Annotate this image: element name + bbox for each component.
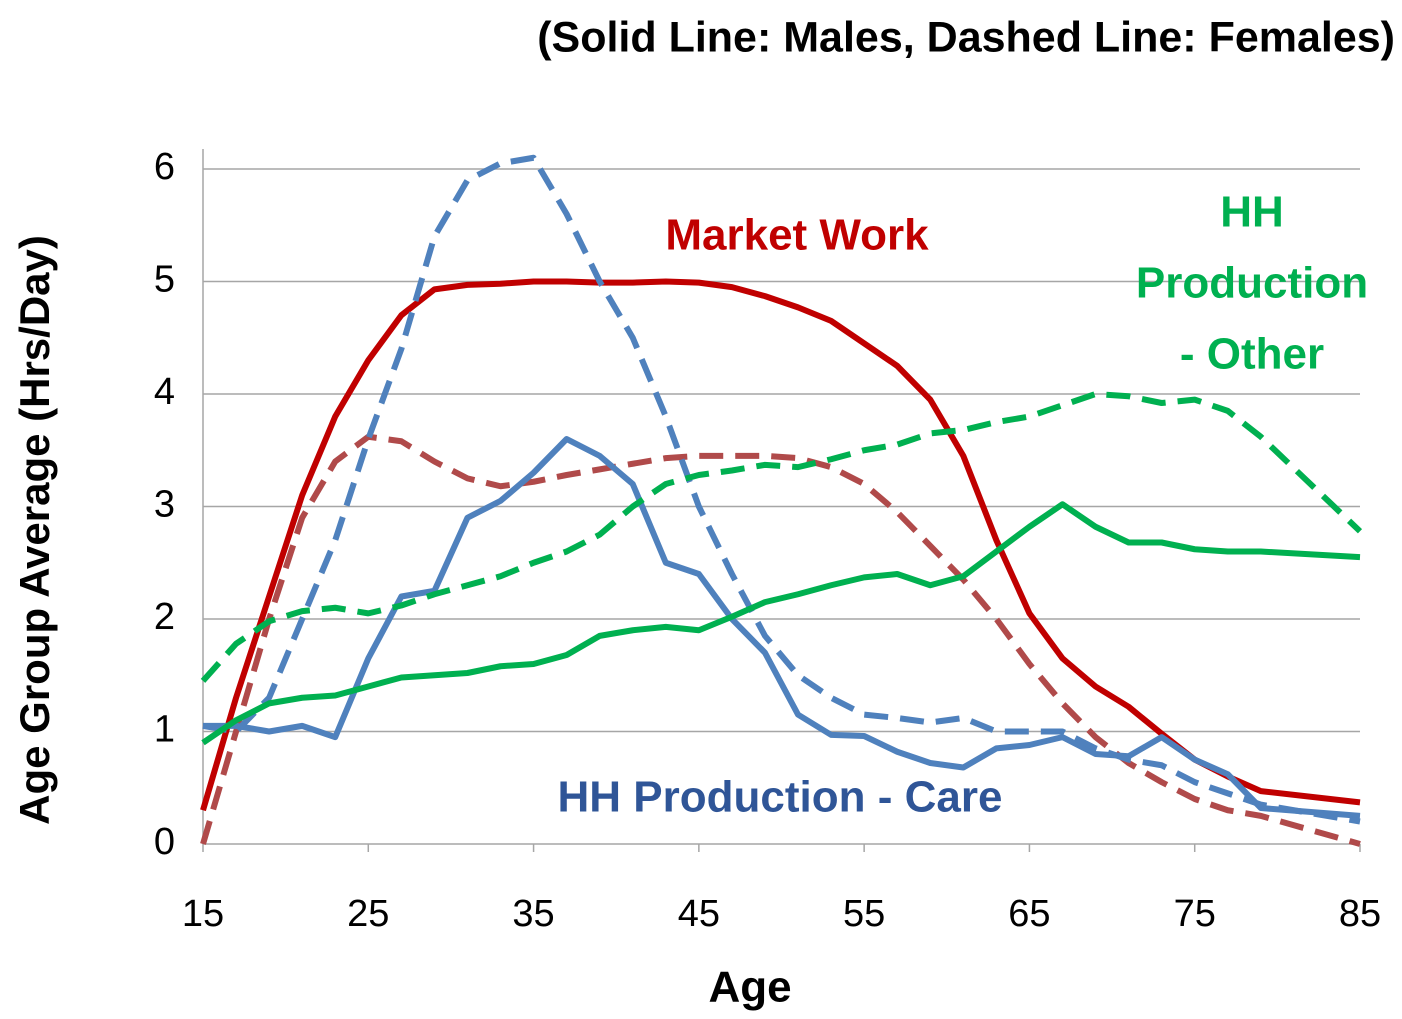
annotation: Production (1136, 259, 1368, 308)
x-tick-label: 75 (1174, 893, 1216, 935)
y-axis-label: Age Group Average (Hrs/Day) (11, 235, 58, 825)
x-tick-label: 25 (347, 893, 389, 935)
x-tick-label: 15 (182, 893, 224, 935)
annotation: Market Work (665, 211, 929, 260)
x-tick-label: 45 (678, 893, 720, 935)
y-tick-label: 4 (154, 371, 175, 413)
x-tick-label: 35 (512, 893, 554, 935)
y-tick-label: 0 (154, 821, 175, 863)
y-tick-label: 2 (154, 596, 175, 638)
x-axis-label: Age (708, 963, 791, 1012)
x-tick-label: 55 (843, 893, 885, 935)
annotation: - Other (1180, 330, 1324, 379)
x-tick-label: 65 (1008, 893, 1050, 935)
series-line (200, 278, 1361, 812)
y-tick-label: 5 (154, 259, 175, 301)
y-tick-label: 3 (154, 484, 175, 526)
x-tick-label: 85 (1339, 893, 1381, 935)
series-line (200, 433, 1361, 847)
series-line (203, 436, 1361, 819)
annotation: HH (1220, 188, 1284, 237)
series-line (200, 391, 1363, 683)
annotation: HH Production - Care (558, 773, 1003, 822)
y-tick-label: 6 (154, 146, 175, 188)
y-tick-label: 1 (154, 709, 175, 751)
series-line (202, 154, 1361, 825)
series-line (201, 501, 1361, 746)
chart-title: (Solid Line: Males, Dashed Line: Females… (537, 13, 1395, 61)
